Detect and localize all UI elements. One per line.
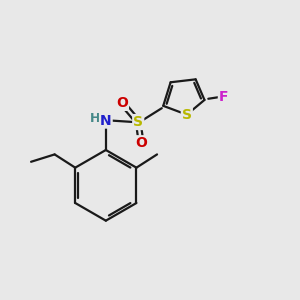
Text: N: N xyxy=(100,114,112,128)
Text: H: H xyxy=(89,112,100,125)
Text: F: F xyxy=(219,90,228,104)
Text: S: S xyxy=(182,108,192,122)
Text: S: S xyxy=(133,115,143,129)
Text: O: O xyxy=(116,96,128,110)
Text: O: O xyxy=(135,136,147,150)
